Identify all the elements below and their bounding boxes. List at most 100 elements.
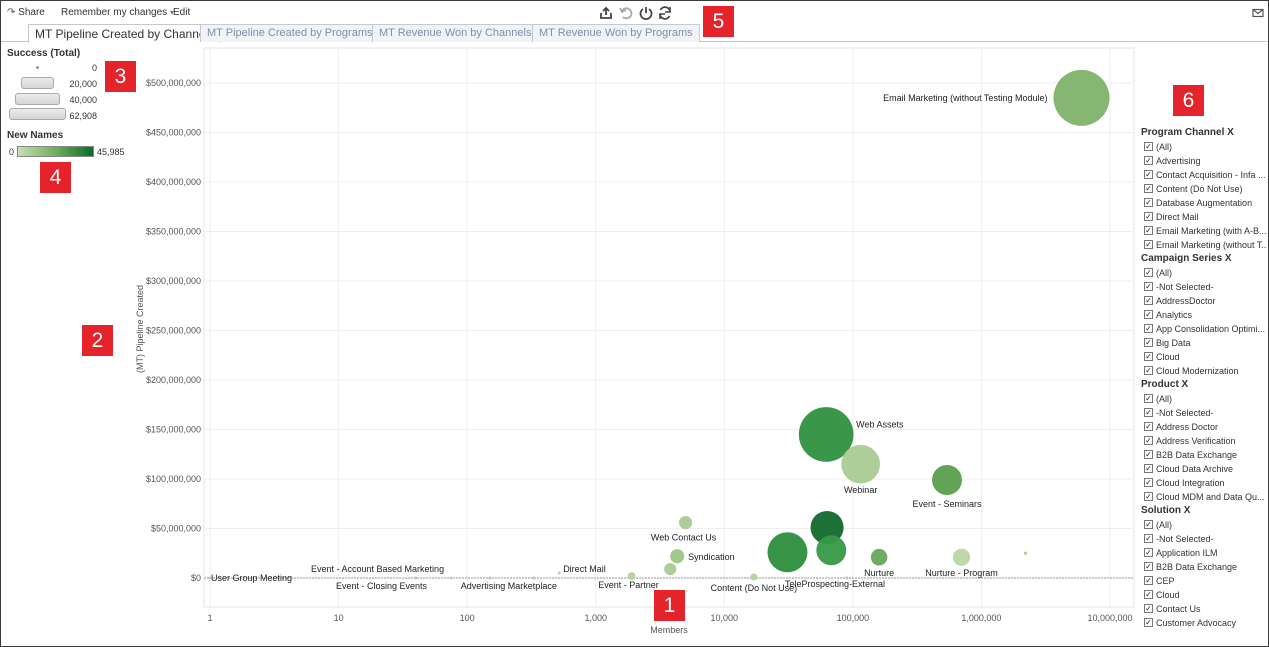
checkbox-checked-icon[interactable]: ✓ [1144, 198, 1153, 208]
checkbox-checked-icon[interactable]: ✓ [1144, 478, 1153, 488]
bubble-mark[interactable] [767, 532, 808, 573]
checkbox-checked-icon[interactable]: ✓ [1144, 296, 1153, 306]
filter-option[interactable]: ✓ Direct Mail [1141, 210, 1267, 224]
filter-option[interactable]: ✓ Cloud MDM and Data Qu... [1141, 490, 1267, 504]
bubble-mark[interactable] [449, 576, 453, 580]
checkbox-checked-icon[interactable]: ✓ [1144, 534, 1153, 544]
checkbox-checked-icon[interactable]: ✓ [1144, 562, 1153, 572]
filter-option[interactable]: ✓ (All) [1141, 392, 1267, 406]
checkbox-checked-icon[interactable]: ✓ [1144, 170, 1153, 180]
tab-pipeline-by-programs[interactable]: MT Pipeline Created by Programs [200, 24, 380, 42]
filter-option[interactable]: ✓ AddressDoctor [1141, 294, 1267, 308]
bubble-mark[interactable] [678, 515, 693, 530]
bubble-mark[interactable] [932, 465, 962, 495]
bubble-mark[interactable] [532, 576, 536, 580]
filter-option[interactable]: ✓ Address Verification [1141, 434, 1267, 448]
bubble-mark[interactable] [952, 548, 971, 566]
bubble-mark[interactable] [1023, 551, 1028, 555]
filter-option[interactable]: ✓ CEP [1141, 574, 1267, 588]
filter-option[interactable]: ✓ Contact Acquisition - Infa ... [1141, 168, 1267, 182]
checkbox-checked-icon[interactable]: ✓ [1144, 492, 1153, 502]
bubble-mark[interactable] [1053, 69, 1110, 126]
bubble-mark[interactable] [870, 548, 888, 566]
checkbox-checked-icon[interactable]: ✓ [1144, 324, 1153, 334]
refresh-icon[interactable] [657, 5, 673, 21]
tab-pipeline-by-channels[interactable]: MT Pipeline Created by Channels [28, 24, 222, 43]
filter-option[interactable]: ✓ Analytics [1141, 308, 1267, 322]
filter-option[interactable]: ✓ Email Marketing (with A-B... [1141, 224, 1267, 238]
filter-option[interactable]: ✓ Customer Advocacy [1141, 616, 1267, 630]
checkbox-checked-icon[interactable]: ✓ [1144, 464, 1153, 474]
bubble-mark[interactable] [414, 576, 418, 580]
checkbox-checked-icon[interactable]: ✓ [1144, 226, 1153, 236]
filter-option[interactable]: ✓ Application ILM [1141, 546, 1267, 560]
checkbox-checked-icon[interactable]: ✓ [1144, 590, 1153, 600]
checkbox-checked-icon[interactable]: ✓ [1144, 576, 1153, 586]
checkbox-checked-icon[interactable]: ✓ [1144, 184, 1153, 194]
bubble-mark[interactable] [627, 572, 636, 580]
filter-option[interactable]: ✓ Cloud Modernization [1141, 364, 1267, 378]
filter-option[interactable]: ✓ -Not Selected- [1141, 532, 1267, 546]
bubble-mark[interactable] [750, 573, 758, 581]
filter-option[interactable]: ✓ (All) [1141, 140, 1267, 154]
tab-revenue-by-programs[interactable]: MT Revenue Won by Programs [532, 24, 700, 42]
filter-option[interactable]: ✓ Cloud [1141, 588, 1267, 602]
bubble-mark[interactable] [798, 407, 854, 462]
bubble-mark[interactable] [208, 576, 212, 580]
checkbox-checked-icon[interactable]: ✓ [1144, 548, 1153, 558]
filter-option-label: Address Doctor [1156, 422, 1219, 432]
filter-option[interactable]: ✓ (All) [1141, 266, 1267, 280]
bubble-mark[interactable] [810, 510, 844, 545]
filter-option[interactable]: ✓ -Not Selected- [1141, 406, 1267, 420]
filter-option[interactable]: ✓ Database Augmentation [1141, 196, 1267, 210]
checkbox-checked-icon[interactable]: ✓ [1144, 240, 1153, 250]
filter-option[interactable]: ✓ -Not Selected- [1141, 280, 1267, 294]
remember-changes-dropdown[interactable]: Remember my changes ▾ [61, 7, 174, 18]
checkbox-checked-icon[interactable]: ✓ [1144, 408, 1153, 418]
power-icon[interactable] [638, 5, 654, 21]
checkbox-checked-icon[interactable]: ✓ [1144, 352, 1153, 362]
filter-option[interactable]: ✓ App Consolidation Optimi... [1141, 322, 1267, 336]
filter-option[interactable]: ✓ Address Doctor [1141, 420, 1267, 434]
bubble-mark[interactable] [488, 576, 492, 580]
checkbox-checked-icon[interactable]: ✓ [1144, 212, 1153, 222]
share-button[interactable]: ↷ Share [7, 7, 45, 18]
bubble-mark[interactable] [557, 571, 561, 575]
bubble-mark[interactable] [816, 535, 847, 566]
checkbox-checked-icon[interactable]: ✓ [1144, 618, 1153, 628]
checkbox-checked-icon[interactable]: ✓ [1144, 282, 1153, 292]
filter-option[interactable]: ✓ (All) [1141, 518, 1267, 532]
filter-option[interactable]: ✓ B2B Data Exchange [1141, 560, 1267, 574]
checkbox-checked-icon[interactable]: ✓ [1144, 338, 1153, 348]
checkbox-checked-icon[interactable]: ✓ [1144, 366, 1153, 376]
checkbox-checked-icon[interactable]: ✓ [1144, 604, 1153, 614]
tab-revenue-by-channels[interactable]: MT Revenue Won by Channels [372, 24, 539, 42]
checkbox-checked-icon[interactable]: ✓ [1144, 436, 1153, 446]
mail-icon[interactable] [1252, 7, 1264, 19]
undo-icon[interactable] [618, 5, 634, 21]
filter-option[interactable]: ✓ Cloud Integration [1141, 476, 1267, 490]
filter-option[interactable]: ✓ Contact Us [1141, 602, 1267, 616]
filter-option[interactable]: ✓ Big Data [1141, 336, 1267, 350]
bubble-mark[interactable] [664, 562, 677, 576]
filter-option-label: Database Augmentation [1156, 198, 1253, 208]
checkbox-checked-icon[interactable]: ✓ [1144, 142, 1153, 152]
filter-option[interactable]: ✓ B2B Data Exchange [1141, 448, 1267, 462]
filter-option[interactable]: ✓ Email Marketing (without T... [1141, 238, 1267, 252]
checkbox-checked-icon[interactable]: ✓ [1144, 422, 1153, 432]
bubble-mark[interactable] [670, 549, 685, 564]
filter-option[interactable]: ✓ Advertising [1141, 154, 1267, 168]
export-icon[interactable] [598, 5, 614, 21]
bubble-mark[interactable] [841, 444, 880, 484]
checkbox-checked-icon[interactable]: ✓ [1144, 156, 1153, 166]
bubble-mark[interactable] [845, 576, 849, 580]
checkbox-checked-icon[interactable]: ✓ [1144, 310, 1153, 320]
edit-button[interactable]: Edit [173, 7, 190, 18]
filter-option[interactable]: ✓ Content (Do Not Use) [1141, 182, 1267, 196]
checkbox-checked-icon[interactable]: ✓ [1144, 450, 1153, 460]
checkbox-checked-icon[interactable]: ✓ [1144, 268, 1153, 278]
filter-option[interactable]: ✓ Cloud Data Archive [1141, 462, 1267, 476]
filter-option[interactable]: ✓ Cloud [1141, 350, 1267, 364]
checkbox-checked-icon[interactable]: ✓ [1144, 394, 1153, 404]
checkbox-checked-icon[interactable]: ✓ [1144, 520, 1153, 530]
